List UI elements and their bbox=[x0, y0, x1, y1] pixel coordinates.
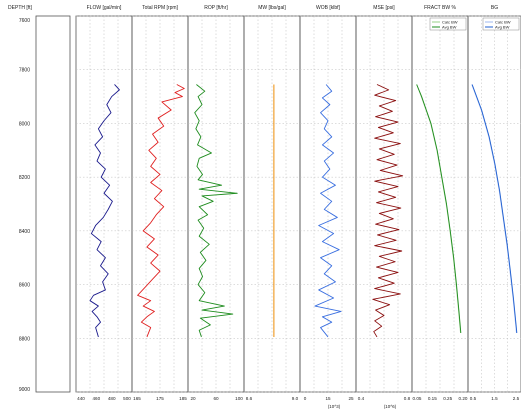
track-title: MW [lbs/gal] bbox=[258, 5, 286, 11]
series-line bbox=[314, 84, 342, 338]
series-line bbox=[372, 84, 404, 338]
track-rpm: Total RPM [rpm] 165 175 185 bbox=[131, 5, 189, 401]
depth-tick-label: 8400 bbox=[19, 229, 30, 235]
track-tick-label: 15 bbox=[325, 396, 331, 401]
track-mw: MW [lbs/gal] 8.6 9.0 bbox=[243, 5, 301, 401]
track-tick-label: 460 bbox=[92, 396, 100, 401]
track-title: WOB [klbf] bbox=[316, 5, 341, 11]
track-multiplier: (10^3) bbox=[328, 404, 341, 409]
depth-tick-label: 7600 bbox=[19, 18, 30, 24]
track-mse: MSE [psi] 0.4 0.8 (10^6) bbox=[355, 5, 413, 409]
legend-entry: Calc BW bbox=[495, 20, 511, 25]
depth-tick-label: 8200 bbox=[19, 175, 30, 181]
series-line bbox=[471, 84, 517, 333]
track-tick-label: 0.05 bbox=[413, 396, 422, 401]
track-title: FLOW [gal/min] bbox=[87, 5, 122, 11]
depth-tick-label: 8600 bbox=[19, 283, 30, 289]
track-flow: FLOW [gal/min] 440 460 480 500 bbox=[75, 5, 133, 401]
track-tick-label: 185 bbox=[179, 396, 187, 401]
series-line bbox=[137, 84, 185, 338]
track-tick-label: 0.8 bbox=[404, 396, 411, 401]
depth-axis-label: DEPTH [ft] bbox=[8, 5, 33, 11]
track-tick-label: 500 bbox=[123, 396, 131, 401]
track-tick-label: 0.20 bbox=[459, 396, 468, 401]
track-tick-label: 8.6 bbox=[246, 396, 253, 401]
depth-track-frame bbox=[35, 15, 71, 393]
legend-entry: Avg BW bbox=[442, 25, 457, 30]
track-tick-label: 100 bbox=[235, 396, 243, 401]
series-line bbox=[416, 84, 462, 333]
track-tick-label: 440 bbox=[77, 396, 85, 401]
legend-entry: Avg BW bbox=[495, 25, 510, 30]
track-multiplier: (10^6) bbox=[384, 404, 397, 409]
track-tick-label: 20 bbox=[190, 396, 196, 401]
track-title: Total RPM [rpm] bbox=[142, 5, 178, 11]
depth-tick-label: 9000 bbox=[19, 387, 30, 393]
track-title: ROP [ft/hr] bbox=[204, 5, 228, 11]
track-tick-label: 0.5 bbox=[470, 396, 477, 401]
depth-tick-label: 7800 bbox=[19, 68, 30, 74]
track-tick-label: 0 bbox=[304, 396, 307, 401]
series-line bbox=[471, 84, 518, 333]
track-tick-label: 60 bbox=[213, 396, 219, 401]
track-tick-label: 0.4 bbox=[358, 396, 365, 401]
track-title: BG bbox=[491, 5, 498, 11]
series-line bbox=[89, 84, 120, 338]
track-tick-label: 9.0 bbox=[292, 396, 299, 401]
track-tick-label: 0.25 bbox=[443, 396, 452, 401]
track-rop: ROP [ft/hr] 20 60 100 bbox=[187, 5, 245, 401]
track-tick-label: 0.15 bbox=[428, 396, 437, 401]
depth-tick-label: 8000 bbox=[19, 121, 30, 127]
track-tick-label: 165 bbox=[133, 396, 141, 401]
track-tick-label: 480 bbox=[108, 396, 116, 401]
track-tick-label: 1.5 bbox=[491, 396, 498, 401]
track-tick-label: 2.5 bbox=[513, 396, 520, 401]
legend-entry: Calc BW bbox=[442, 20, 458, 25]
track-tick-label: 25 bbox=[348, 396, 354, 401]
track-tick-label: 175 bbox=[156, 396, 164, 401]
series-line bbox=[194, 84, 238, 338]
track-wob: WOB [klbf] 0 15 25 (10^3) bbox=[299, 5, 357, 409]
depth-tick-label: 8800 bbox=[19, 336, 30, 342]
track-title: MSE [psi] bbox=[373, 5, 395, 11]
track-title: FRACT BW % bbox=[424, 5, 456, 11]
